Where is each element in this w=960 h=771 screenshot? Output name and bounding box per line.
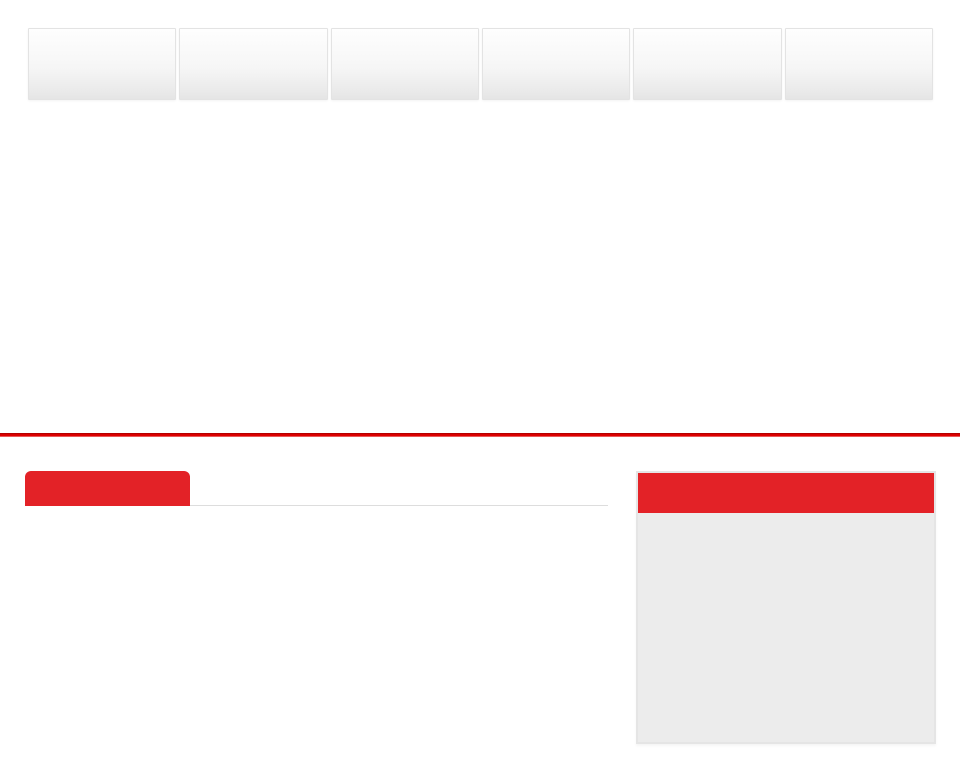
left-section (25, 470, 608, 506)
nav-item-6[interactable] (784, 28, 933, 100)
nav-item-1[interactable] (28, 28, 177, 100)
section-tab[interactable] (25, 471, 190, 506)
widget-body-placeholder (638, 513, 934, 742)
sidebar-widget (636, 471, 936, 744)
nav-item-2[interactable] (179, 28, 328, 100)
red-divider-rule (0, 433, 960, 437)
nav-item-4[interactable] (481, 28, 631, 100)
top-nav (28, 28, 933, 100)
nav-item-5[interactable] (633, 28, 782, 100)
nav-item-3[interactable] (330, 28, 479, 100)
widget-header (638, 473, 934, 513)
